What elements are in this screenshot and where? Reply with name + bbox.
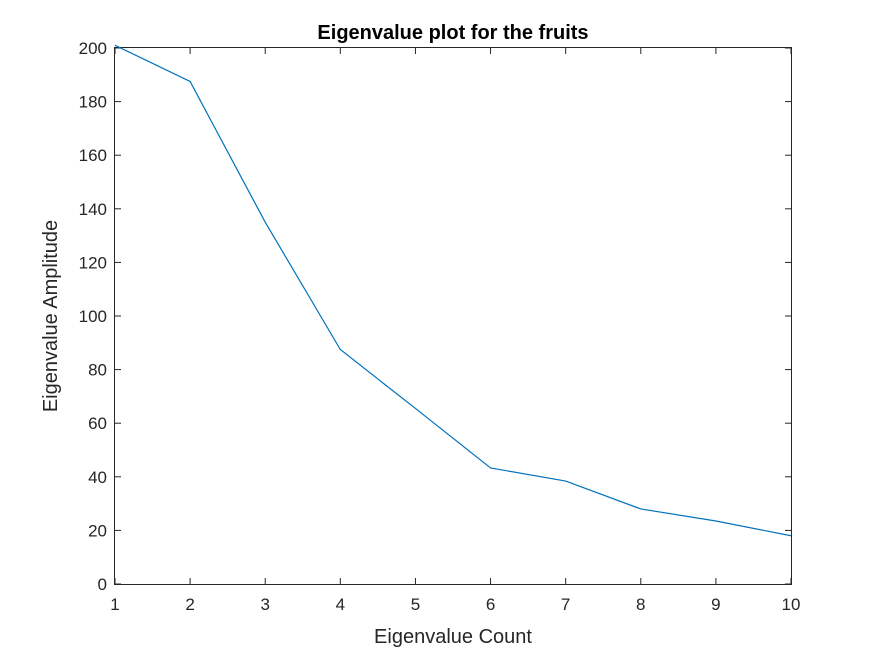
x-tick-label: 7 bbox=[561, 595, 570, 614]
plot-area bbox=[114, 47, 792, 585]
x-tick-label: 5 bbox=[411, 595, 420, 614]
y-axis-label: Eigenvalue Amplitude bbox=[40, 220, 62, 412]
x-axis-ticks: 1 2 3 4 5 6 7 8 9 10 bbox=[110, 48, 800, 614]
x-tick-label: 9 bbox=[711, 595, 720, 614]
series-line bbox=[114, 44, 792, 537]
x-axis-label: Eigenvalue Count bbox=[374, 626, 532, 648]
x-tick-label: 3 bbox=[260, 595, 269, 614]
series-layer bbox=[114, 44, 792, 537]
y-tick-label: 160 bbox=[79, 146, 107, 165]
y-tick-label: 100 bbox=[79, 307, 107, 326]
x-tick-label: 8 bbox=[636, 595, 645, 614]
x-tick-label: 2 bbox=[185, 595, 194, 614]
y-tick-label: 180 bbox=[79, 93, 107, 112]
y-tick-label: 60 bbox=[88, 414, 107, 433]
y-tick-label: 200 bbox=[79, 39, 107, 58]
y-tick-label: 140 bbox=[79, 200, 107, 219]
y-tick-label: 20 bbox=[88, 521, 107, 540]
x-tick-label: 6 bbox=[486, 595, 495, 614]
x-tick-label: 10 bbox=[782, 595, 801, 614]
x-tick-label: 4 bbox=[336, 595, 345, 614]
x-tick-label: 1 bbox=[110, 595, 119, 614]
y-tick-label: 120 bbox=[79, 253, 107, 272]
y-tick-label: 40 bbox=[88, 468, 107, 487]
y-tick-label: 0 bbox=[98, 575, 107, 594]
y-tick-label: 80 bbox=[88, 361, 107, 380]
y-axis-ticks: 0 20 40 60 80 100 120 140 160 180 200 bbox=[79, 39, 791, 594]
chart-title: Eigenvalue plot for the fruits bbox=[317, 22, 588, 44]
